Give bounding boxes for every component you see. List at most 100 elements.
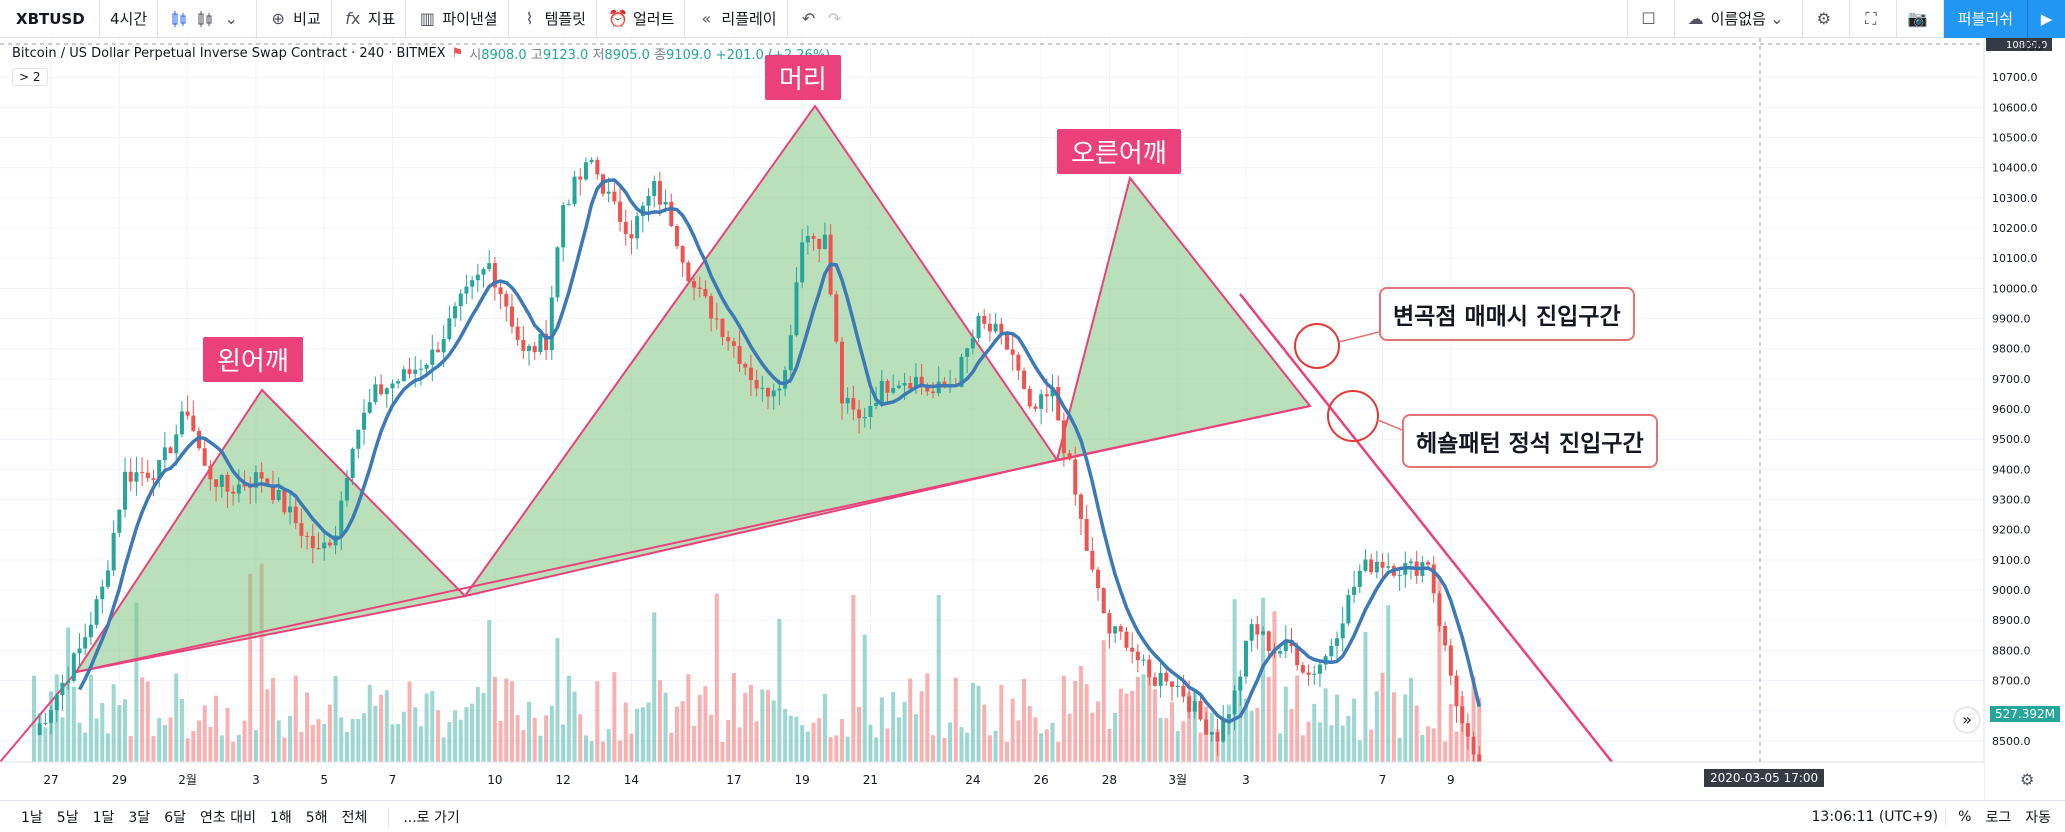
volume-bar [424, 693, 429, 762]
volume-bar [1249, 710, 1254, 762]
volume-bar [1147, 676, 1152, 762]
volume-bar [879, 697, 884, 762]
inflection-circle [1294, 323, 1340, 369]
volume-bar [310, 724, 315, 762]
time-tick-label: 9 [1447, 773, 1455, 787]
volume-bar [1158, 717, 1163, 762]
candle-body [390, 383, 395, 389]
bars-icon [194, 8, 216, 30]
candle-body [629, 234, 634, 239]
volume-bar [544, 715, 549, 762]
range-button[interactable]: 1달 [92, 809, 115, 826]
candle-body [1243, 640, 1248, 677]
redo-icon[interactable]: ↷ [827, 9, 842, 28]
play-button[interactable]: ▶ [2027, 0, 2065, 38]
candle-body [458, 293, 463, 307]
undo-redo: ↶ ↷ [788, 0, 860, 38]
price-tick-label: 10200.0 [1992, 222, 2038, 235]
percent-toggle[interactable]: % [1945, 808, 1978, 825]
fullscreen-layout-button[interactable]: ☐ [1626, 0, 1675, 38]
volume-bar [800, 725, 805, 762]
candle-body [1346, 595, 1351, 624]
volume-bar [128, 735, 133, 762]
volume-bar [868, 724, 873, 762]
price-tick-label: 9200.0 [1992, 524, 2031, 537]
chart-legend: Bitcoin / US Dollar Perpetual Inverse Sw… [12, 44, 830, 63]
price-tick-label: 8900.0 [1992, 614, 2031, 627]
candle-body [447, 318, 452, 340]
candle-body [527, 345, 532, 351]
time-axis[interactable]: 27 29 2월 3 5 7 10 12 14 17 19 21 24 26 28 3월 3 7 9 [0, 761, 1984, 800]
volume-bar [942, 737, 947, 762]
financials-button[interactable]: ▥ 파이낸셜 [406, 0, 509, 38]
volume-bar [771, 700, 776, 762]
time-tick-label: 7 [1379, 773, 1387, 787]
volume-bar [1164, 718, 1169, 762]
log-toggle[interactable]: 로그 [1985, 809, 2012, 826]
templates-button[interactable]: ⌇ 템플릿 [509, 0, 597, 38]
candle-body [1460, 706, 1465, 724]
range-button[interactable]: 5날 [56, 809, 79, 826]
candle-body [1255, 624, 1260, 635]
range-button[interactable]: 1날 [21, 809, 43, 826]
layout-select[interactable]: ☁ 이름없음 ⌄ [1675, 0, 1803, 38]
goto-date-button[interactable]: ...로 가기 [388, 806, 466, 827]
snapshot-button[interactable]: 📷 [1897, 0, 1944, 38]
interval-select[interactable]: 4시간 [100, 0, 159, 38]
range-button[interactable]: 전체 [341, 809, 368, 826]
auto-toggle[interactable]: 자동 [2025, 809, 2051, 826]
legend-toggle-button[interactable]: > 2 [12, 68, 48, 86]
clock[interactable]: 13:06:11 (UTC+9) [1811, 808, 1939, 825]
volume-bar [561, 724, 566, 762]
candle-body [970, 338, 975, 349]
publish-button[interactable]: 퍼블리쉬 [1943, 0, 2027, 38]
time-tick-label: 21 [863, 773, 878, 787]
candle-body [1101, 588, 1106, 614]
range-button[interactable]: 1해 [269, 809, 292, 826]
candle-body [987, 323, 992, 332]
price-tick-label: 9700.0 [1992, 373, 2031, 386]
chart-settings-gear[interactable]: ⚙ [2020, 770, 2034, 789]
volume-bar [931, 735, 936, 762]
volume-bar [902, 701, 907, 762]
price-tick-label: 10400.0 [1992, 162, 2038, 175]
chart-area[interactable]: 10700.0 10600.0 10500.0 10400.0 10300.0 10200… [0, 38, 2065, 800]
candle-body [1443, 625, 1448, 646]
compare-button[interactable]: ⊕ 비교 [257, 0, 332, 38]
volume-bar [333, 675, 338, 762]
undo-icon[interactable]: ↶ [801, 9, 816, 28]
candle-body [913, 376, 918, 389]
alert-button[interactable]: ⏰ 얼러트 [597, 0, 686, 38]
candle-body [982, 316, 987, 324]
settings-button[interactable]: ⚙ [1803, 0, 1850, 38]
volume-bar [1408, 677, 1413, 762]
candle-body [362, 412, 367, 430]
price-axis[interactable]: 10700.0 10600.0 10500.0 10400.0 10300.0 10200… [1983, 38, 2065, 800]
candle-body [373, 384, 378, 403]
range-button[interactable]: 5해 [305, 809, 328, 826]
hs-entry-callout: 헤숄패턴 정석 진입구간 [1402, 414, 1658, 468]
scroll-right-button[interactable]: » [1955, 708, 1979, 732]
range-button[interactable]: 연초 대비 [199, 809, 256, 826]
candle-body [692, 281, 697, 288]
range-button[interactable]: 3달 [128, 809, 151, 826]
chart-style-select[interactable]: ⌄ [158, 0, 258, 38]
symbol-search[interactable]: XBTUSD [0, 0, 100, 38]
candle-body [674, 225, 679, 247]
candle-body [743, 363, 748, 368]
volume-bar [1272, 611, 1277, 762]
volume-bar [88, 674, 93, 762]
publish-label: 퍼블리쉬 [1957, 11, 2013, 28]
volume-bar [134, 602, 139, 762]
volume-bar [1329, 725, 1334, 762]
candle-body [1147, 659, 1152, 678]
range-button[interactable]: 6달 [164, 809, 186, 826]
indicators-button[interactable]: f x 지표 [332, 0, 407, 38]
hs-entry-circle [1327, 390, 1379, 442]
alarm-clock-icon: ⏰ [608, 9, 628, 28]
volume-bar [674, 706, 679, 762]
candle-body [100, 586, 105, 600]
volume-bar [965, 732, 970, 762]
replay-button[interactable]: « 리플레이 [685, 0, 788, 38]
fullscreen-button[interactable]: ⛶ [1850, 0, 1897, 38]
